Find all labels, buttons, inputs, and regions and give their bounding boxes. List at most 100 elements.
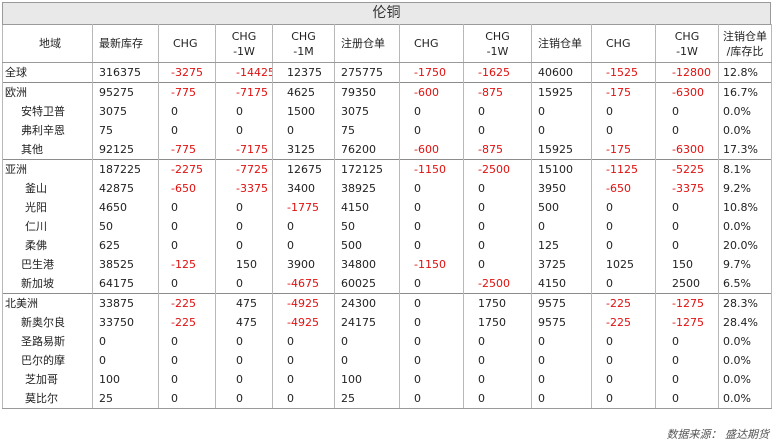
value-cell: 0: [463, 332, 532, 351]
value-cell: 0: [531, 351, 592, 370]
value-cell: 0: [531, 121, 592, 140]
value-cell: -7725: [215, 159, 273, 179]
value-cell: 9.2%: [718, 179, 772, 198]
value-cell: -4925: [272, 313, 335, 332]
inventory-table: 地域 最新库存 CHG CHG -1W CHG -1M 注册仓单 CHG CHG -1W 注销仓单 CH…: [2, 24, 772, 409]
region-cell: 釜山: [2, 179, 93, 198]
value-cell: 0: [92, 351, 159, 370]
value-cell: 475: [215, 293, 273, 313]
value-cell: 500: [334, 236, 400, 255]
value-cell: -1275: [655, 293, 719, 313]
value-cell: 0: [591, 274, 656, 294]
value-cell: 0: [215, 236, 273, 255]
table-row: 弗利辛恩 75 0 0 0 75 0 0 0 0 0 0.0%: [2, 121, 772, 140]
value-cell: 0: [399, 389, 464, 409]
inventory-table-container: 伦铜 地域 最新库存 CHG CHG -1W CHG -1M 注册仓单 CHG CHG -1W 注销仓…: [2, 2, 772, 409]
value-cell: 28.3%: [718, 293, 772, 313]
value-cell: 0: [591, 198, 656, 217]
column-header: CHG: [158, 24, 216, 63]
value-cell: 172125: [334, 159, 400, 179]
value-cell: 0: [463, 389, 532, 409]
value-cell: 0: [272, 351, 335, 370]
value-cell: 187225: [92, 159, 159, 179]
column-header: CHG -1W: [215, 24, 273, 63]
table-row: 全球 316375 -3275 -14425 12375 275775 -1750 -1625…: [2, 62, 772, 83]
value-cell: 0: [334, 332, 400, 351]
value-cell: -775: [158, 140, 216, 160]
value-cell: 24175: [334, 313, 400, 332]
value-cell: 20.0%: [718, 236, 772, 255]
value-cell: -1125: [591, 159, 656, 179]
value-cell: 0: [399, 370, 464, 389]
value-cell: 0: [463, 351, 532, 370]
table-row: 欧洲 95275 -775 -7175 4625 79350 -600 -875 15925 -1…: [2, 82, 772, 102]
value-cell: -14425: [215, 62, 273, 83]
value-cell: 3725: [531, 255, 592, 274]
value-cell: -2500: [463, 274, 532, 294]
value-cell: 0: [272, 236, 335, 255]
value-cell: 17.3%: [718, 140, 772, 160]
value-cell: 0: [463, 370, 532, 389]
table-row: 巴生港 38525 -125 150 3900 34800 -1150 0 3725 1025 15…: [2, 255, 772, 274]
value-cell: 0.0%: [718, 332, 772, 351]
value-cell: 0: [399, 198, 464, 217]
value-cell: 0: [158, 198, 216, 217]
value-cell: 0: [399, 351, 464, 370]
value-cell: 3950: [531, 179, 592, 198]
value-cell: 1500: [272, 102, 335, 121]
value-cell: 0: [399, 236, 464, 255]
value-cell: 0: [655, 236, 719, 255]
value-cell: 0: [463, 121, 532, 140]
value-cell: 0: [655, 370, 719, 389]
value-cell: 275775: [334, 62, 400, 83]
value-cell: 92125: [92, 140, 159, 160]
value-cell: -7175: [215, 82, 273, 102]
region-cell: 圣路易斯: [2, 332, 93, 351]
value-cell: 0: [463, 236, 532, 255]
value-cell: 95275: [92, 82, 159, 102]
value-cell: 0: [215, 121, 273, 140]
value-cell: -1150: [399, 159, 464, 179]
value-cell: 475: [215, 313, 273, 332]
value-cell: 10.8%: [718, 198, 772, 217]
value-cell: 3400: [272, 179, 335, 198]
value-cell: 0: [158, 351, 216, 370]
value-cell: 76200: [334, 140, 400, 160]
value-cell: -6300: [655, 140, 719, 160]
value-cell: 33875: [92, 293, 159, 313]
column-header: 最新库存: [92, 24, 159, 63]
value-cell: -7175: [215, 140, 273, 160]
region-cell: 弗利辛恩: [2, 121, 93, 140]
region-cell: 光阳: [2, 198, 93, 217]
value-cell: 50: [92, 217, 159, 236]
value-cell: 0: [399, 274, 464, 294]
region-cell: 亚洲: [2, 159, 93, 179]
value-cell: 0: [399, 313, 464, 332]
column-header: 地域: [2, 24, 93, 63]
column-header: CHG -1W: [655, 24, 719, 63]
value-cell: -225: [591, 313, 656, 332]
value-cell: 2500: [655, 274, 719, 294]
value-cell: 6.5%: [718, 274, 772, 294]
region-cell: 全球: [2, 62, 93, 83]
value-cell: 0: [399, 121, 464, 140]
region-cell: 其他: [2, 140, 93, 160]
value-cell: 9575: [531, 293, 592, 313]
value-cell: 0: [463, 102, 532, 121]
value-cell: 64175: [92, 274, 159, 294]
value-cell: 0: [399, 293, 464, 313]
value-cell: 150: [655, 255, 719, 274]
region-cell: 巴尔的摩: [2, 351, 93, 370]
value-cell: 9575: [531, 313, 592, 332]
region-cell: 欧洲: [2, 82, 93, 102]
value-cell: 8.1%: [718, 159, 772, 179]
table-row: 安特卫普 3075 0 0 1500 3075 0 0 0 0 0 0.0%: [2, 102, 772, 121]
value-cell: -650: [591, 179, 656, 198]
value-cell: 0: [591, 236, 656, 255]
value-cell: 75: [92, 121, 159, 140]
value-cell: 4150: [531, 274, 592, 294]
value-cell: -875: [463, 140, 532, 160]
value-cell: 0: [591, 102, 656, 121]
value-cell: 38925: [334, 179, 400, 198]
value-cell: 3075: [92, 102, 159, 121]
